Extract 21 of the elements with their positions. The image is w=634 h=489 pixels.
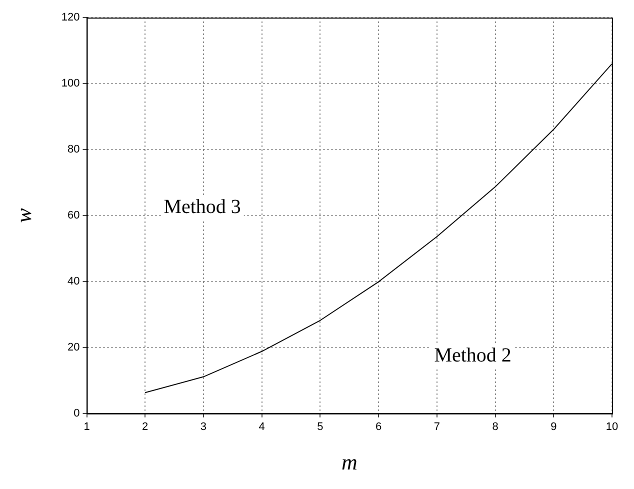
x-tick-label: 1 — [84, 421, 90, 434]
y-tick-label: 40 — [68, 276, 80, 288]
y-axis-title: w — [10, 208, 36, 223]
y-tick-label: 100 — [61, 78, 80, 90]
x-axis-title: m — [341, 450, 358, 475]
y-tick-label: 20 — [68, 341, 80, 354]
y-tick-label: 0 — [74, 407, 80, 420]
annotation: Method 3 — [164, 196, 241, 218]
x-tick-label: 7 — [434, 421, 440, 434]
y-tick-label: 120 — [61, 12, 80, 24]
x-tick-label: 5 — [317, 421, 324, 434]
x-tick-label: 8 — [492, 421, 498, 434]
y-tick-label: 80 — [68, 144, 80, 156]
annotation: Method 2 — [434, 344, 512, 366]
x-tick-label: 2 — [142, 421, 148, 434]
x-tick-label: 3 — [200, 421, 207, 434]
x-tick-label: 10 — [606, 421, 618, 434]
y-tick-label: 60 — [68, 210, 80, 222]
x-tick-label: 4 — [258, 421, 265, 434]
x-tick-label: 6 — [375, 421, 382, 434]
x-tick-label: 9 — [550, 421, 557, 434]
